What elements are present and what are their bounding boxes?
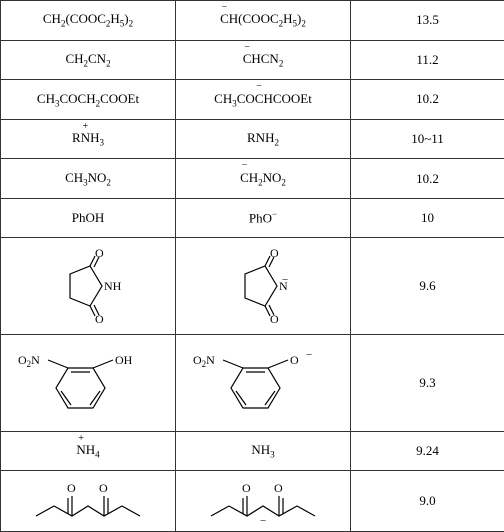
table-row: CH2CN2CHCN211.2 [1, 40, 504, 80]
table-row: NH4NH39.24 [1, 431, 504, 471]
base-cell: PhO− [176, 198, 351, 238]
acid-cell: O2N OH [1, 335, 176, 432]
pka-cell: 10 [351, 198, 504, 238]
acid-cell: PhOH [1, 198, 176, 238]
svg-text:O: O [67, 481, 76, 495]
pka-cell: 11.2 [351, 40, 504, 80]
base-cell: O O − [176, 471, 351, 532]
table-row: CH3COCH2COOEtCH3COCHCOOEt10.2 [1, 80, 504, 120]
base-cell: O2N O − [176, 335, 351, 432]
acid-cell: CH2CN2 [1, 40, 176, 80]
acid-cell: O O [1, 471, 176, 532]
svg-text:−: − [306, 349, 312, 361]
table-row: O2N OH O2N O − 9.3 [1, 335, 504, 432]
table-row: CH2(COOC2H5)2CH(COOC2H5)213.5 [1, 1, 504, 41]
base-cell: NH3 [176, 431, 351, 471]
pka-cell: 9.0 [351, 471, 504, 532]
base-cell: CH2NO2 [176, 159, 351, 199]
pka-cell: 10.2 [351, 80, 504, 120]
svg-text:O: O [274, 481, 283, 495]
svg-text:O: O [95, 312, 104, 324]
pka-cell: 9.6 [351, 238, 504, 335]
table-row: RNH3RNH210~11 [1, 119, 504, 159]
svg-text:O: O [270, 248, 279, 260]
svg-text:O2N: O2N [18, 353, 40, 369]
pka-cell: 9.3 [351, 335, 504, 432]
svg-text:−: − [260, 515, 266, 526]
pka-cell: 9.24 [351, 431, 504, 471]
base-cell: CH3COCHCOOEt [176, 80, 351, 120]
base-cell: CHCN2 [176, 40, 351, 80]
table-row: O O NH O O N − 9.6 [1, 238, 504, 335]
acid-cell: O O NH [1, 238, 176, 335]
acid-cell: NH4 [1, 431, 176, 471]
pka-cell: 13.5 [351, 1, 504, 41]
acid-cell: CH3NO2 [1, 159, 176, 199]
pka-cell: 10~11 [351, 119, 504, 159]
svg-text:O: O [95, 248, 104, 260]
pka-table: CH2(COOC2H5)2CH(COOC2H5)213.5CH2CN2CHCN2… [0, 0, 504, 532]
base-cell: O O N − [176, 238, 351, 335]
base-cell: CH(COOC2H5)2 [176, 1, 351, 41]
svg-text:O: O [242, 481, 251, 495]
svg-text:NH: NH [104, 279, 122, 293]
acid-cell: CH3COCH2COOEt [1, 80, 176, 120]
acid-cell: CH2(COOC2H5)2 [1, 1, 176, 41]
svg-text:O2N: O2N [193, 353, 215, 369]
table-row: PhOHPhO−10 [1, 198, 504, 238]
acid-cell: RNH3 [1, 119, 176, 159]
svg-text:−: − [282, 274, 288, 286]
pka-cell: 10.2 [351, 159, 504, 199]
svg-text:O: O [290, 353, 299, 367]
table-row: O O O O − 9.0 [1, 471, 504, 532]
table-row: CH3NO2CH2NO210.2 [1, 159, 504, 199]
svg-text:OH: OH [115, 353, 133, 367]
base-cell: RNH2 [176, 119, 351, 159]
svg-text:O: O [270, 312, 279, 324]
svg-text:O: O [99, 481, 108, 495]
